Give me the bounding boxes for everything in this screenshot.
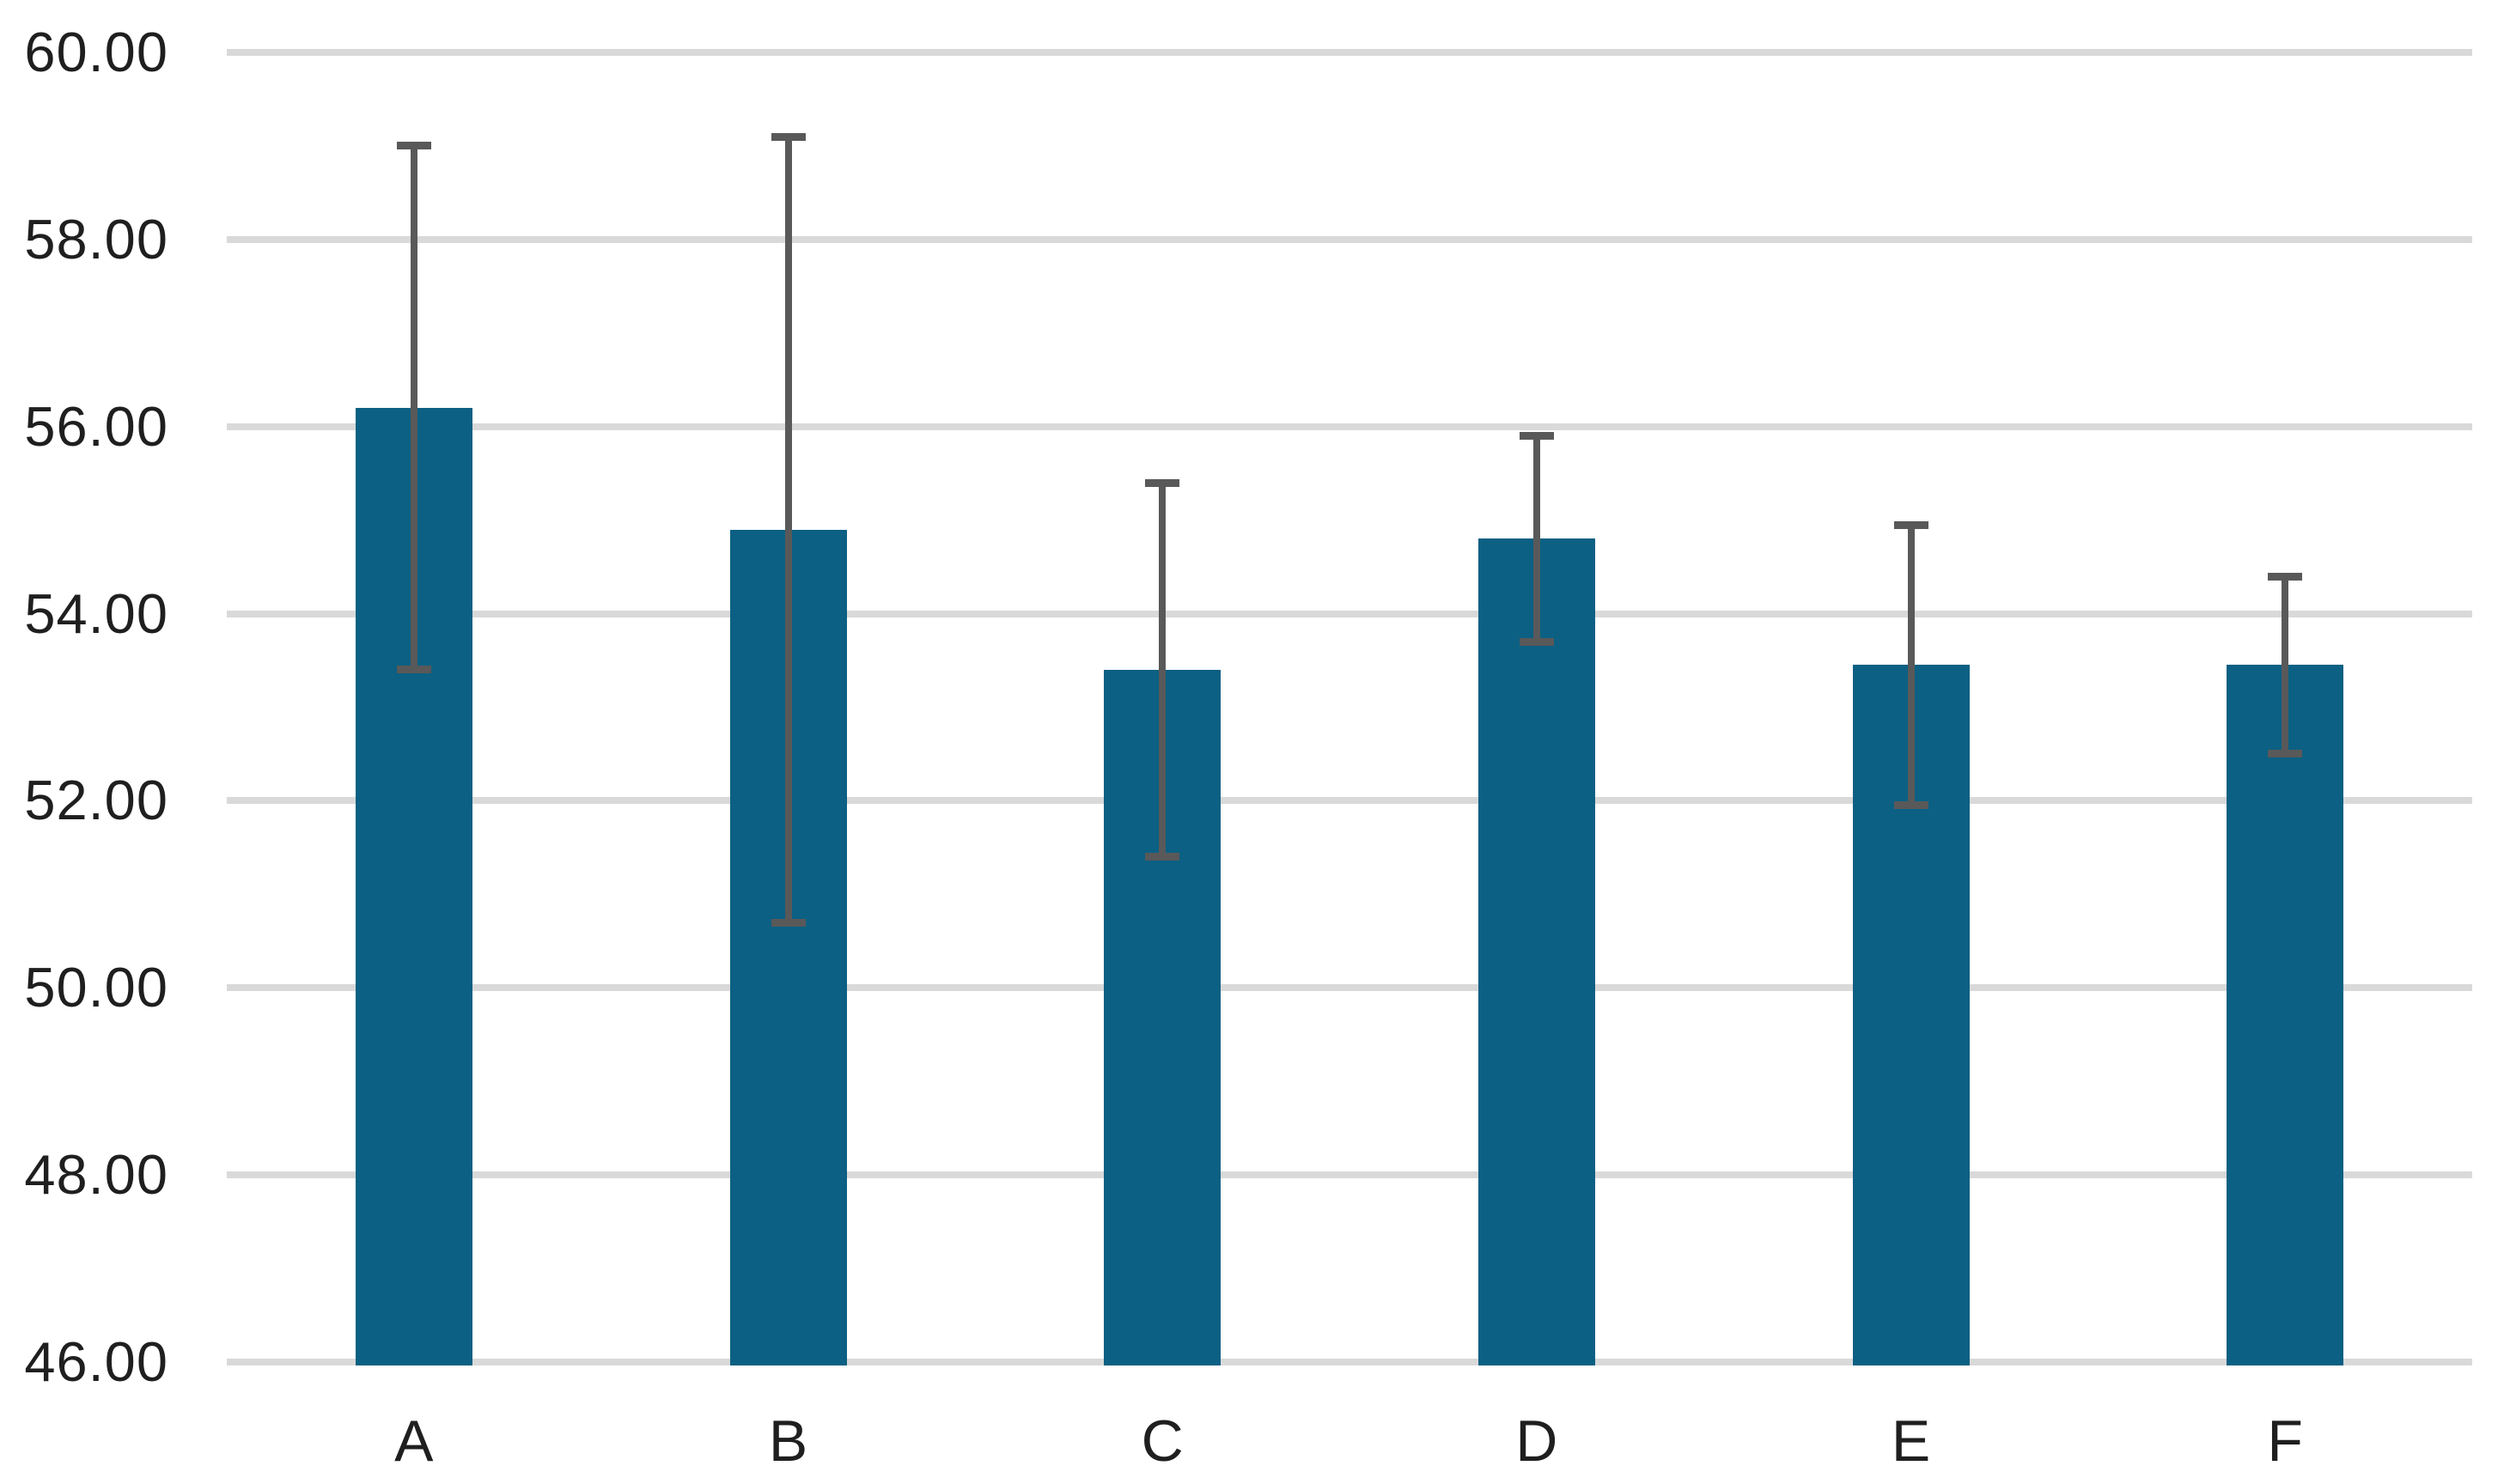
error-bar-line-E [1907,525,1915,806]
error-bar-top-cap-F [2268,572,2303,581]
error-bar-top-cap-E [1893,520,1928,529]
x-axis-label-F: F [2267,1408,2303,1474]
x-axis-label-A: A [394,1408,434,1474]
error-bar-bottom-cap-C [1145,853,1180,861]
y-axis-tick-label: 46.00 [24,1330,168,1393]
x-axis-label-D: D [1515,1408,1558,1474]
gridline [227,49,2472,56]
x-axis-label-B: B [768,1408,808,1474]
error-bar-bottom-cap-A [396,666,431,674]
gridline [227,1359,2472,1365]
gridline [227,1171,2472,1179]
gridline [227,984,2472,992]
error-bar-top-cap-C [1145,478,1180,487]
bar-D [1477,538,1595,1365]
error-bar-line-A [410,145,417,670]
y-axis-tick-label: 56.00 [24,394,168,458]
x-axis-label-E: E [1891,1408,1931,1474]
error-bar-top-cap-D [1519,432,1554,441]
error-bar-top-cap-B [771,132,806,141]
x-axis-label-C: C [1141,1408,1184,1474]
error-bar-bottom-cap-F [2268,750,2303,758]
error-bar-line-B [784,137,792,923]
error-bar-bottom-cap-D [1519,637,1554,646]
gridline [227,235,2472,243]
gridline [227,423,2472,430]
error-bar-bottom-cap-E [1893,801,1928,810]
gridline [227,610,2472,617]
y-axis-tick-label: 52.00 [24,769,168,832]
bar-F [2227,665,2344,1365]
error-bar-bottom-cap-B [771,918,806,927]
y-axis-tick-label: 54.00 [24,581,168,645]
y-axis-tick-label: 48.00 [24,1143,168,1207]
y-axis-tick-label: 60.00 [24,21,168,83]
gridline [227,797,2472,805]
y-axis-tick-label: 58.00 [24,207,168,271]
error-bar-top-cap-A [396,142,431,150]
y-axis-tick-label: 50.00 [24,956,168,1019]
error-bar-line-D [1532,435,1540,642]
error-bar-line-F [2282,576,2289,754]
error-bar-line-C [1159,483,1167,857]
